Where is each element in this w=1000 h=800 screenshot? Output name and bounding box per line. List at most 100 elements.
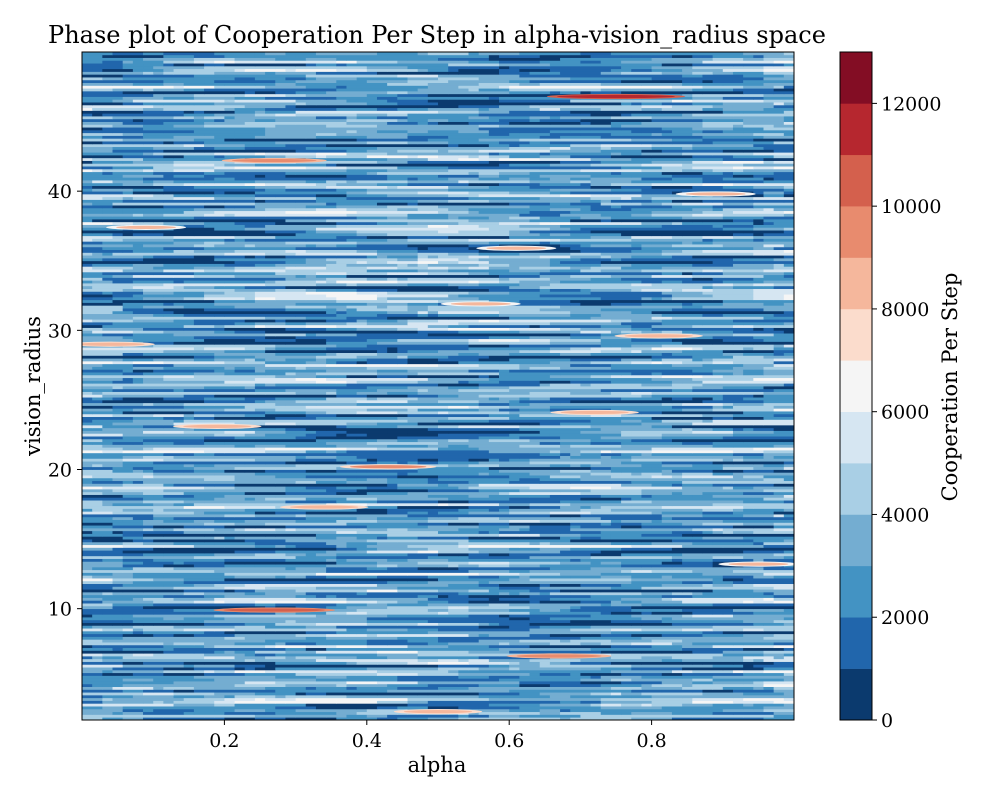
contour-cell bbox=[163, 647, 174, 651]
contour-cell bbox=[315, 416, 337, 420]
contour-cell bbox=[712, 580, 734, 585]
contour-cell bbox=[753, 583, 785, 587]
contour-cell bbox=[478, 249, 490, 253]
contour-cell bbox=[478, 316, 510, 320]
contour-cell bbox=[468, 433, 510, 437]
contour-cell bbox=[387, 642, 429, 646]
contour-cell bbox=[173, 566, 215, 571]
contour-cell bbox=[682, 483, 703, 487]
contour-cell bbox=[570, 594, 591, 598]
contour-cell bbox=[82, 491, 103, 495]
contour-cell bbox=[773, 411, 794, 415]
contour-cell bbox=[580, 681, 622, 685]
contour-cell bbox=[132, 249, 174, 253]
contour-cell bbox=[366, 335, 398, 340]
contour-cell bbox=[590, 347, 622, 351]
contour-cell bbox=[488, 500, 530, 504]
contour-cell bbox=[173, 591, 185, 596]
contour-cell bbox=[610, 438, 632, 443]
contour-cell bbox=[763, 488, 794, 493]
contour-cell bbox=[773, 333, 794, 337]
contour-cell bbox=[478, 519, 510, 523]
contour-cell bbox=[590, 349, 602, 353]
contour-cell bbox=[438, 377, 449, 381]
contour-cell bbox=[112, 580, 134, 585]
contour-cell bbox=[682, 360, 714, 365]
contour-cell bbox=[722, 244, 734, 248]
contour-cell bbox=[458, 469, 500, 473]
contour-cell bbox=[376, 352, 408, 356]
contour-cell bbox=[692, 527, 714, 532]
contour-cell bbox=[163, 450, 205, 454]
contour-cell bbox=[478, 625, 510, 629]
contour-cell bbox=[549, 360, 581, 365]
contour-cell bbox=[112, 405, 134, 409]
contour-cell bbox=[254, 321, 266, 326]
contour-cell bbox=[315, 706, 358, 710]
contour-cell bbox=[631, 697, 663, 701]
contour-cell bbox=[712, 541, 744, 546]
contour-cell bbox=[204, 349, 225, 353]
contour-cell bbox=[224, 505, 246, 509]
contour-cell bbox=[214, 302, 246, 306]
contour-cell bbox=[610, 586, 622, 590]
contour-cell bbox=[224, 360, 235, 365]
contour-cell bbox=[183, 653, 205, 657]
contour-cell bbox=[173, 717, 195, 720]
contour-cell bbox=[305, 285, 317, 289]
contour-cell bbox=[641, 394, 652, 398]
contour-cell bbox=[488, 617, 500, 621]
contour-cell bbox=[753, 539, 785, 543]
contour-cell bbox=[549, 386, 561, 390]
contour-cell bbox=[478, 327, 510, 331]
contour-cell bbox=[244, 530, 276, 534]
contour-cell bbox=[519, 447, 541, 451]
contour-cell bbox=[132, 597, 144, 601]
contour-cell bbox=[204, 277, 246, 281]
contour-cell bbox=[254, 438, 276, 443]
contour-cell bbox=[590, 257, 612, 262]
contour-cell bbox=[132, 369, 154, 373]
contour-cell bbox=[549, 619, 571, 623]
contour-cell bbox=[265, 411, 276, 415]
contour-cell bbox=[193, 232, 235, 237]
contour-cell bbox=[427, 580, 449, 585]
contour-cell bbox=[549, 511, 591, 515]
contour-cell bbox=[132, 363, 174, 367]
contour-cell bbox=[102, 438, 144, 443]
contour-cell bbox=[671, 363, 703, 367]
contour-cell bbox=[671, 255, 693, 259]
contour-cell bbox=[122, 536, 144, 540]
contour-cell bbox=[580, 285, 591, 289]
contour-cell bbox=[214, 569, 235, 573]
contour-cell bbox=[478, 369, 500, 373]
contour-cell bbox=[631, 255, 673, 259]
contour-cell bbox=[132, 494, 154, 498]
contour-cell bbox=[224, 408, 256, 412]
contour-cell bbox=[234, 625, 266, 629]
contour-cell bbox=[234, 569, 276, 573]
contour-cell bbox=[692, 319, 734, 323]
contour-cell bbox=[143, 430, 185, 434]
contour-cell bbox=[570, 703, 591, 707]
contour-cell bbox=[285, 461, 307, 465]
contour-cell bbox=[529, 597, 551, 601]
contour-cell bbox=[499, 274, 541, 278]
contour-cell bbox=[122, 397, 134, 401]
contour-cell bbox=[173, 274, 195, 278]
contour-cell bbox=[488, 497, 510, 501]
contour-cell bbox=[641, 628, 683, 632]
contour-cell bbox=[682, 544, 724, 548]
contour-cell bbox=[356, 511, 388, 515]
contour-cell bbox=[122, 386, 154, 390]
contour-cell bbox=[92, 614, 134, 618]
contour-cell bbox=[214, 597, 246, 601]
contour-cell bbox=[549, 369, 581, 373]
contour-cell bbox=[600, 603, 612, 607]
contour-cell bbox=[305, 238, 347, 242]
contour-cell bbox=[407, 235, 449, 239]
contour-cell bbox=[610, 533, 642, 537]
contour-cell bbox=[254, 672, 296, 676]
contour-cell bbox=[224, 458, 256, 462]
contour-cell bbox=[712, 477, 754, 482]
